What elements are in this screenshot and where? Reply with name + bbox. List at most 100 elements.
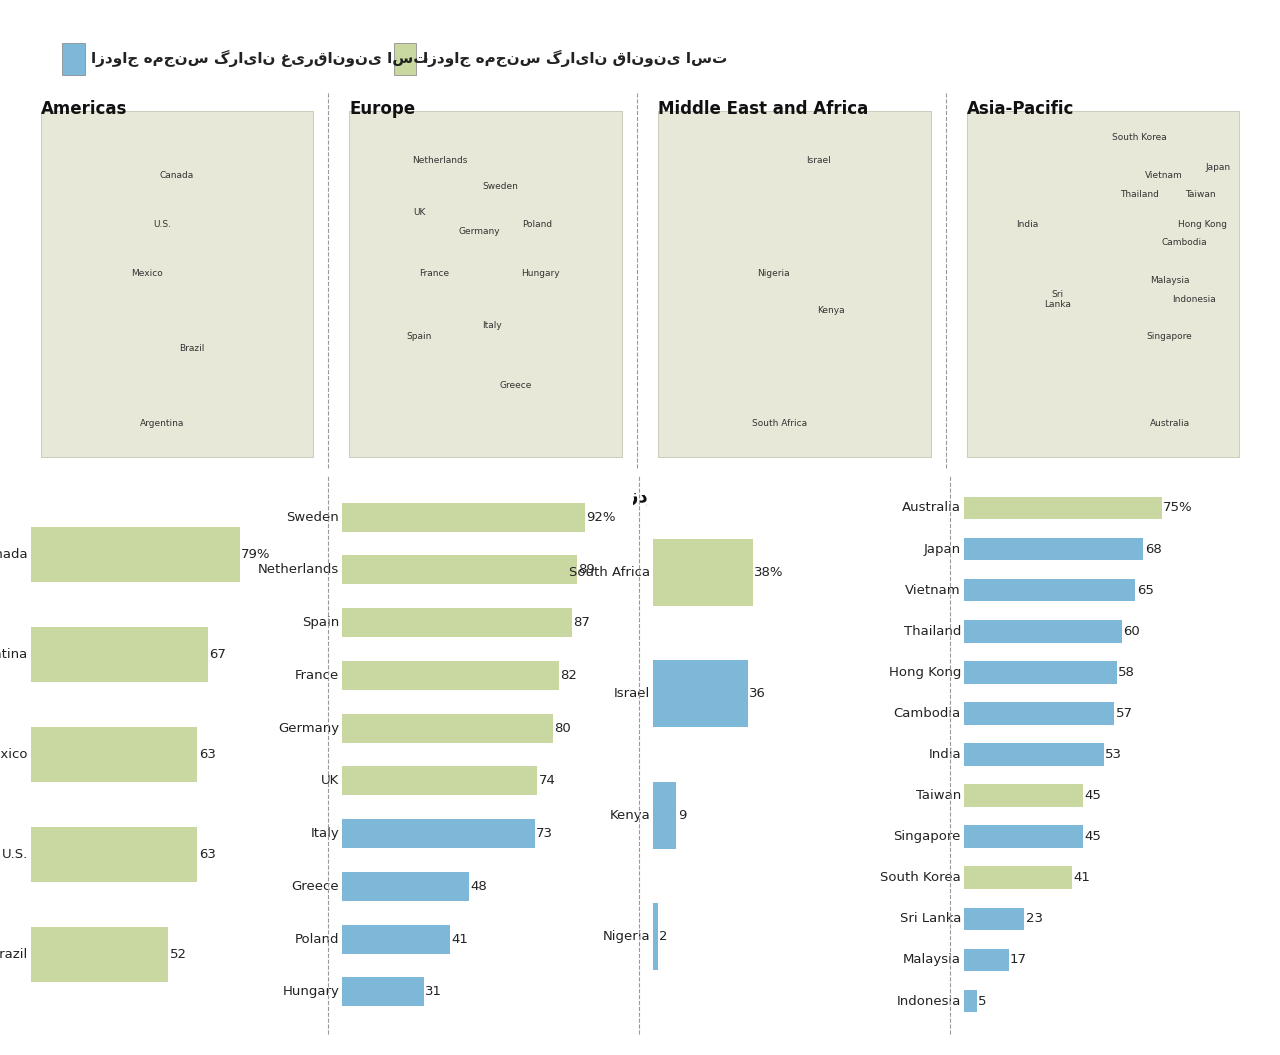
- Text: 67: 67: [210, 648, 227, 661]
- Text: Middle East and Africa: Middle East and Africa: [658, 100, 868, 118]
- Text: Cambodia: Cambodia: [1162, 238, 1207, 248]
- Text: 31: 31: [425, 985, 442, 998]
- Text: Hong Kong: Hong Kong: [888, 666, 961, 678]
- Text: Thailand: Thailand: [904, 625, 961, 637]
- Bar: [964, 784, 1083, 807]
- Bar: [964, 825, 1083, 848]
- Text: Vietnam: Vietnam: [1144, 171, 1183, 179]
- Text: Sweden: Sweden: [287, 511, 339, 523]
- Text: Greece: Greece: [499, 381, 532, 390]
- Text: Australia: Australia: [1149, 419, 1189, 428]
- Text: 63: 63: [198, 848, 215, 861]
- Text: Argentina: Argentina: [0, 648, 28, 661]
- Text: 79%: 79%: [241, 549, 270, 561]
- Text: Canada: Canada: [160, 171, 195, 179]
- Text: 60: 60: [1124, 625, 1140, 637]
- Text: 41: 41: [452, 933, 468, 945]
- Bar: [964, 661, 1117, 684]
- Text: 74: 74: [539, 774, 556, 787]
- Text: Europe: Europe: [349, 100, 416, 118]
- Text: Hungary: Hungary: [283, 985, 339, 998]
- Text: Italy: Italy: [310, 827, 339, 840]
- Text: 82: 82: [559, 669, 577, 682]
- Text: Japan: Japan: [1206, 164, 1230, 172]
- Text: 87: 87: [573, 616, 590, 629]
- Text: 68: 68: [1144, 542, 1161, 556]
- Bar: [342, 977, 424, 1006]
- Text: U.S.: U.S.: [3, 848, 28, 861]
- Bar: [342, 608, 572, 637]
- Text: Mexico: Mexico: [131, 269, 163, 277]
- Text: South Korea: South Korea: [1112, 133, 1167, 142]
- Text: Greece: Greece: [292, 880, 339, 893]
- Text: UK: UK: [321, 774, 339, 787]
- Text: Americas: Americas: [41, 100, 127, 118]
- Bar: [63, 42, 84, 75]
- Text: 53: 53: [1105, 748, 1123, 761]
- Text: India: India: [928, 748, 961, 761]
- Text: Nigeria: Nigeria: [603, 931, 650, 943]
- Text: Taiwan: Taiwan: [1184, 190, 1215, 198]
- Bar: [342, 766, 538, 795]
- Bar: [964, 743, 1103, 766]
- Text: Germany: Germany: [458, 227, 500, 236]
- Bar: [31, 528, 239, 582]
- Bar: [342, 503, 585, 532]
- Text: 9: 9: [678, 809, 686, 822]
- Text: 65: 65: [1137, 583, 1153, 597]
- Text: ازدواج همجنس گرایان غیرقانونی است: ازدواج همجنس گرایان غیرقانونی است: [91, 51, 429, 68]
- Text: Malaysia: Malaysia: [902, 954, 961, 966]
- Text: Sweden: Sweden: [483, 183, 518, 191]
- Text: India: India: [1016, 219, 1038, 229]
- Bar: [653, 782, 677, 848]
- Text: Asia-Pacific: Asia-Pacific: [966, 100, 1074, 118]
- Text: U.S.: U.S.: [152, 219, 170, 229]
- Text: Indonesia: Indonesia: [896, 995, 961, 1008]
- Bar: [964, 538, 1143, 560]
- Bar: [964, 702, 1115, 725]
- Bar: [964, 620, 1123, 642]
- Bar: [653, 660, 748, 727]
- Text: 52: 52: [170, 947, 187, 960]
- Bar: [653, 539, 753, 606]
- Text: Brazil: Brazil: [0, 947, 28, 960]
- Text: Israel: Israel: [614, 687, 650, 701]
- Bar: [653, 903, 658, 971]
- Text: Germany: Germany: [278, 722, 339, 734]
- Text: 41: 41: [1074, 871, 1091, 884]
- Text: Singapore: Singapore: [893, 830, 961, 843]
- Text: 58: 58: [1119, 666, 1135, 678]
- Text: Hungary: Hungary: [521, 269, 559, 277]
- Text: Italy: Italy: [481, 321, 502, 330]
- Bar: [964, 497, 1162, 519]
- Text: 23: 23: [1025, 913, 1043, 925]
- Bar: [964, 579, 1135, 601]
- Bar: [964, 948, 1009, 972]
- Text: Argentina: Argentina: [140, 419, 184, 428]
- Text: South Africa: South Africa: [568, 565, 650, 579]
- Text: 63: 63: [198, 748, 215, 761]
- Text: 89: 89: [579, 563, 595, 576]
- Text: Thailand: Thailand: [1120, 190, 1158, 198]
- Bar: [342, 924, 451, 954]
- Text: Taiwan: Taiwan: [915, 789, 961, 802]
- Bar: [342, 660, 558, 690]
- Text: 45: 45: [1084, 830, 1101, 843]
- Text: 80: 80: [554, 722, 571, 734]
- Text: Vietnam: Vietnam: [905, 583, 961, 597]
- Text: Nigeria: Nigeria: [756, 269, 790, 277]
- Text: Malaysia: Malaysia: [1149, 276, 1189, 285]
- Text: 5: 5: [978, 995, 987, 1008]
- Text: Netherlands: Netherlands: [412, 156, 468, 165]
- Text: South Africa: South Africa: [751, 419, 806, 428]
- Text: Kenya: Kenya: [817, 306, 845, 315]
- Text: درصد موافقت با ازدواج همجنس گرایان: درصد موافقت با ازدواج همجنس گرایان: [440, 485, 840, 506]
- Text: 36: 36: [749, 687, 765, 701]
- Text: ازدواج همجنس گرایان قانونی است: ازدواج همجنس گرایان قانونی است: [422, 51, 727, 68]
- Text: 73: 73: [536, 827, 553, 840]
- Bar: [342, 556, 577, 584]
- Text: Singapore: Singapore: [1147, 332, 1193, 342]
- Bar: [964, 866, 1071, 889]
- Bar: [964, 907, 1024, 931]
- Text: 48: 48: [470, 880, 486, 893]
